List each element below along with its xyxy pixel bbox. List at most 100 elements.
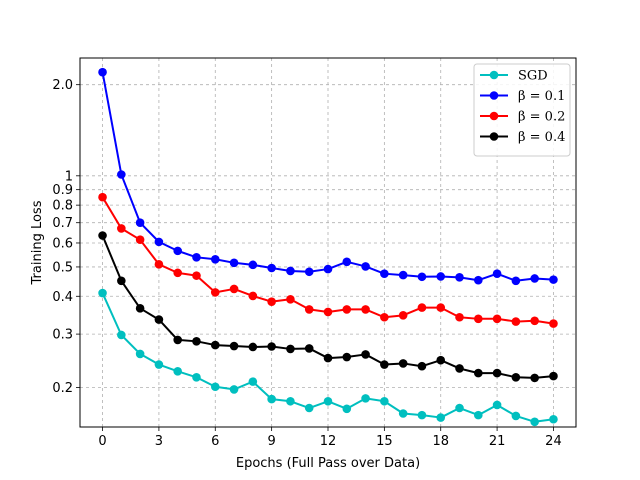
data-point bbox=[474, 368, 483, 378]
data-point bbox=[173, 246, 182, 256]
data-point bbox=[229, 341, 239, 351]
data-point bbox=[342, 352, 352, 362]
series-3 bbox=[98, 231, 558, 383]
data-point bbox=[229, 385, 239, 394]
legend-swatch-marker bbox=[489, 91, 499, 100]
y-tick-label: 0.2 bbox=[52, 381, 73, 396]
data-point bbox=[530, 274, 539, 283]
data-point bbox=[154, 260, 164, 269]
data-point bbox=[361, 350, 370, 359]
x-tick-label: 6 bbox=[211, 434, 219, 449]
data-point bbox=[361, 394, 370, 403]
data-point bbox=[154, 360, 164, 369]
data-point bbox=[398, 409, 408, 418]
data-point bbox=[192, 271, 201, 280]
data-point bbox=[511, 317, 521, 326]
legend-item: β = 0.1 bbox=[480, 89, 565, 104]
legend-label: SGD bbox=[518, 69, 548, 84]
legend-label: β = 0.2 bbox=[518, 110, 565, 125]
data-point bbox=[286, 344, 295, 354]
data-point bbox=[304, 267, 314, 277]
data-point bbox=[304, 344, 314, 353]
data-point bbox=[173, 335, 182, 345]
data-point bbox=[229, 284, 239, 294]
y-axis: 0.2 0.3 0.4 0.5 0.6 0.7 0.80.91 2.0 bbox=[52, 78, 80, 396]
data-point bbox=[192, 253, 201, 262]
y-tick-label: 0.7 bbox=[52, 216, 73, 231]
legend-box bbox=[473, 63, 571, 157]
data-point bbox=[248, 342, 258, 352]
y-tick-label: 2.0 bbox=[52, 78, 73, 93]
data-point bbox=[492, 314, 502, 324]
data-point bbox=[248, 291, 258, 301]
data-point bbox=[117, 330, 126, 340]
y-tick-label: 0.8 bbox=[52, 199, 73, 214]
data-point bbox=[436, 272, 446, 281]
data-point bbox=[492, 269, 502, 278]
series-0 bbox=[98, 288, 558, 427]
data-point bbox=[361, 305, 370, 314]
series-1 bbox=[98, 67, 558, 286]
data-point bbox=[98, 67, 107, 77]
data-point bbox=[492, 400, 502, 410]
y-tick-label: 0.4 bbox=[52, 290, 73, 305]
data-point bbox=[248, 260, 258, 270]
data-point bbox=[398, 270, 408, 280]
y-tick-label: 0.3 bbox=[52, 328, 73, 343]
data-point bbox=[135, 218, 145, 228]
data-point bbox=[474, 275, 483, 285]
legend-swatch-marker bbox=[489, 70, 499, 80]
data-point bbox=[511, 411, 521, 421]
data-point bbox=[117, 224, 126, 233]
data-point bbox=[380, 396, 389, 406]
legend-swatch-marker bbox=[489, 132, 499, 141]
data-point bbox=[267, 263, 276, 273]
data-point bbox=[135, 235, 145, 245]
data-point bbox=[342, 305, 352, 314]
legend-item: β = 0.4 bbox=[480, 130, 565, 145]
y-tick-label: 0.5 bbox=[52, 260, 73, 275]
data-point bbox=[417, 410, 427, 420]
data-point bbox=[304, 403, 314, 413]
x-axis: 0 3 6 9 12 15 18 21 24 bbox=[98, 427, 562, 449]
y-axis-label: Training Loss bbox=[30, 200, 45, 285]
data-point bbox=[380, 269, 389, 278]
y-tick-label: 1 bbox=[65, 169, 73, 184]
data-point bbox=[549, 371, 558, 381]
legend-item: β = 0.2 bbox=[480, 110, 565, 125]
data-point bbox=[417, 303, 427, 312]
data-point bbox=[323, 396, 333, 406]
legend: SGD β = 0.1 β = 0.2 β = 0.4 bbox=[473, 63, 571, 157]
x-axis-label: Epochs (Full Pass over Data) bbox=[236, 456, 420, 471]
data-point bbox=[173, 268, 182, 278]
data-point bbox=[380, 312, 389, 322]
data-point bbox=[380, 360, 389, 369]
legend-item: SGD bbox=[480, 69, 548, 84]
y-tick-label: 0.9 bbox=[52, 183, 73, 198]
data-point bbox=[436, 355, 446, 365]
data-point bbox=[530, 316, 539, 326]
data-point bbox=[192, 337, 201, 346]
data-point bbox=[267, 394, 276, 404]
data-point bbox=[286, 396, 295, 406]
data-point bbox=[154, 315, 164, 324]
data-point bbox=[210, 340, 220, 350]
data-point bbox=[323, 353, 333, 363]
data-point bbox=[286, 266, 295, 276]
data-point bbox=[210, 382, 220, 392]
data-point bbox=[492, 368, 502, 378]
legend-label: β = 0.1 bbox=[518, 89, 565, 104]
data-point bbox=[267, 297, 276, 306]
data-point bbox=[229, 258, 239, 268]
data-point bbox=[398, 311, 408, 320]
x-tick-label: 9 bbox=[267, 434, 275, 449]
data-point bbox=[323, 307, 333, 317]
legend-swatch-marker bbox=[489, 111, 499, 121]
x-tick-label: 3 bbox=[155, 434, 163, 449]
series-layer bbox=[98, 67, 558, 427]
data-point bbox=[398, 359, 408, 368]
data-point bbox=[436, 303, 446, 312]
data-point bbox=[530, 417, 539, 427]
data-point bbox=[267, 342, 276, 351]
